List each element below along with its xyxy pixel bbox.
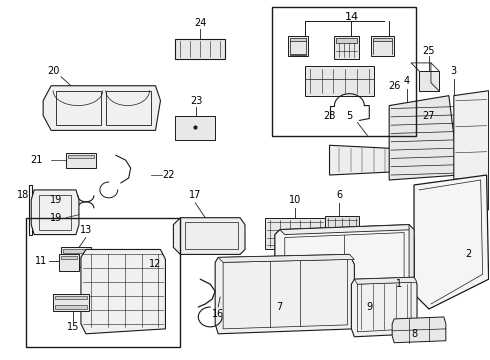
Polygon shape [265,218,324,249]
Polygon shape [419,129,444,148]
Text: 22: 22 [162,170,175,180]
Text: 4: 4 [404,76,410,86]
Text: 15: 15 [67,322,79,332]
Polygon shape [389,96,459,180]
Polygon shape [43,86,161,130]
Text: 8: 8 [411,329,417,339]
Text: 27: 27 [423,111,435,121]
Text: 16: 16 [212,309,224,319]
Polygon shape [66,153,96,168]
Polygon shape [419,71,439,91]
Polygon shape [173,218,245,255]
Text: 18: 18 [17,190,29,200]
Polygon shape [329,145,429,175]
Polygon shape [61,256,77,260]
Polygon shape [63,249,89,253]
Text: 6: 6 [337,190,343,200]
Text: 21: 21 [30,155,42,165]
Polygon shape [55,296,87,299]
Text: 19: 19 [50,195,62,205]
Polygon shape [61,247,91,267]
Text: 3: 3 [451,66,457,76]
Text: 2: 2 [466,249,472,260]
Bar [272,7,416,136]
Polygon shape [218,255,354,262]
Text: 17: 17 [189,190,201,200]
Polygon shape [175,39,225,59]
Text: 11: 11 [35,256,48,266]
Text: 5: 5 [346,111,352,121]
Text: 25: 25 [423,46,435,56]
Polygon shape [68,155,94,158]
Text: 24: 24 [194,18,206,28]
Polygon shape [371,36,394,56]
Text: 14: 14 [344,12,359,22]
Polygon shape [81,249,166,334]
Polygon shape [290,38,306,41]
Polygon shape [414,175,489,309]
Polygon shape [288,36,308,56]
Polygon shape [392,317,446,343]
Text: 23: 23 [190,96,202,105]
Text: 9: 9 [366,302,372,312]
Polygon shape [454,91,489,215]
Polygon shape [275,225,414,309]
Polygon shape [409,225,414,304]
Polygon shape [59,255,79,271]
Polygon shape [335,36,359,59]
Polygon shape [373,38,392,41]
Polygon shape [337,38,357,43]
Polygon shape [280,225,414,235]
Text: 12: 12 [149,259,162,269]
Bar [29,185,32,235]
Text: 19: 19 [50,213,62,223]
Text: 20: 20 [47,66,59,76]
Polygon shape [31,190,79,235]
Polygon shape [53,294,89,311]
Polygon shape [290,54,306,55]
Text: 26: 26 [388,81,400,91]
Polygon shape [55,305,87,309]
Polygon shape [175,116,215,140]
Bar [26,218,180,347]
Text: 28: 28 [323,111,336,121]
Polygon shape [305,66,374,96]
Text: 7: 7 [277,302,283,312]
Text: 10: 10 [289,195,301,205]
Text: 1: 1 [396,279,402,289]
Text: 13: 13 [80,225,92,235]
Polygon shape [351,277,417,337]
Polygon shape [215,255,354,334]
Polygon shape [354,277,417,284]
Polygon shape [324,216,359,239]
